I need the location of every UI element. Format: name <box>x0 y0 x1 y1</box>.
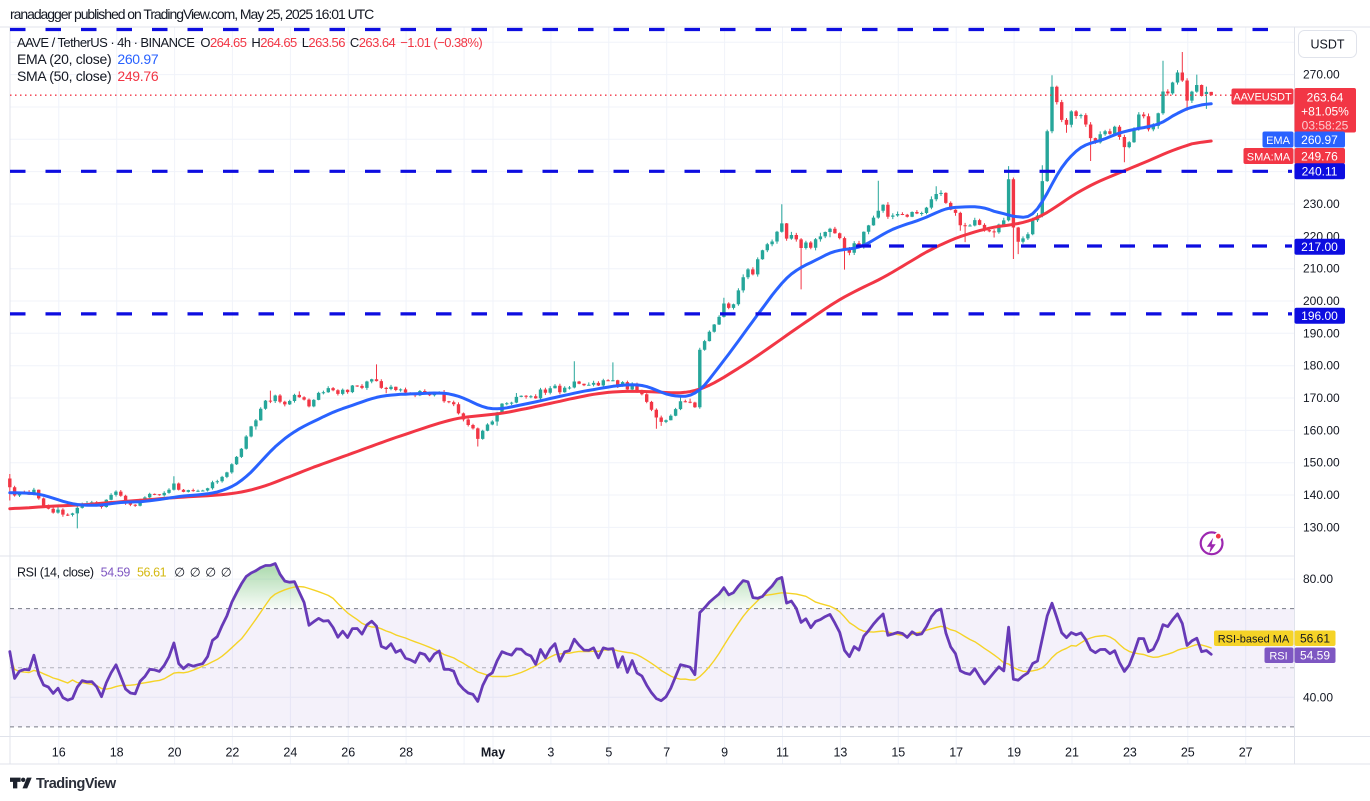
svg-text:54.59: 54.59 <box>1300 649 1330 663</box>
svg-text:RSI-based MA: RSI-based MA <box>1218 634 1290 646</box>
svg-text:13: 13 <box>833 746 847 760</box>
svg-text:200.00: 200.00 <box>1303 294 1340 308</box>
svg-text:150.00: 150.00 <box>1303 456 1340 470</box>
svg-text:260.97: 260.97 <box>1301 133 1338 147</box>
svg-text:27: 27 <box>1239 746 1253 760</box>
svg-text:5: 5 <box>605 746 612 760</box>
svg-text:130.00: 130.00 <box>1303 520 1340 534</box>
svg-text:EMA: EMA <box>1266 135 1291 147</box>
svg-text:26: 26 <box>341 746 355 760</box>
svg-text:230.00: 230.00 <box>1303 197 1340 211</box>
svg-text:SMA (50, close)249.76: SMA (50, close) 249.76 <box>17 68 159 84</box>
svg-text:18: 18 <box>110 746 124 760</box>
svg-text:263.64: 263.64 <box>1307 91 1344 105</box>
svg-text:RSI: RSI <box>1269 651 1287 663</box>
svg-text:15: 15 <box>891 746 905 760</box>
svg-text:25: 25 <box>1181 746 1195 760</box>
svg-text:+81.05%: +81.05% <box>1301 105 1349 119</box>
svg-text:24: 24 <box>283 746 297 760</box>
svg-text:80.00: 80.00 <box>1303 572 1333 586</box>
svg-text:160.00: 160.00 <box>1303 423 1340 437</box>
svg-text:EMA (20, close)260.97: EMA (20, close) 260.97 <box>17 51 159 67</box>
svg-text:249.76: 249.76 <box>1301 149 1338 163</box>
svg-text:23: 23 <box>1123 746 1137 760</box>
svg-text:240.11: 240.11 <box>1302 165 1338 179</box>
svg-text:03:58:25: 03:58:25 <box>1302 119 1349 133</box>
svg-text:SMA:MA: SMA:MA <box>1247 151 1291 163</box>
svg-text:16: 16 <box>52 746 66 760</box>
svg-text:210.00: 210.00 <box>1303 262 1340 276</box>
svg-text:7: 7 <box>663 746 670 760</box>
svg-text:May: May <box>481 746 505 760</box>
svg-text:217.00: 217.00 <box>1301 240 1338 254</box>
svg-text:190.00: 190.00 <box>1303 326 1340 340</box>
svg-text:20: 20 <box>168 746 182 760</box>
svg-text:196.00: 196.00 <box>1301 309 1338 323</box>
svg-text:180.00: 180.00 <box>1303 359 1340 373</box>
svg-text:AAVEUSDT: AAVEUSDT <box>1233 92 1292 104</box>
svg-text:TradingView: TradingView <box>36 776 117 792</box>
svg-text:21: 21 <box>1065 746 1079 760</box>
svg-text:USDT: USDT <box>1310 38 1344 52</box>
svg-text:17: 17 <box>949 746 963 760</box>
svg-text:9: 9 <box>721 746 728 760</box>
svg-text:56.61: 56.61 <box>1300 632 1330 646</box>
svg-text:170.00: 170.00 <box>1303 391 1340 405</box>
svg-text:19: 19 <box>1007 746 1021 760</box>
svg-text:40.00: 40.00 <box>1303 690 1333 704</box>
svg-text:28: 28 <box>399 746 413 760</box>
svg-text:140.00: 140.00 <box>1303 488 1340 502</box>
svg-text:ranadagger published on Tradin: ranadagger published on TradingView.com,… <box>10 6 374 22</box>
svg-text:22: 22 <box>225 746 239 760</box>
svg-text:270.00: 270.00 <box>1303 68 1340 82</box>
svg-text:11: 11 <box>776 746 789 760</box>
svg-text:3: 3 <box>547 746 554 760</box>
